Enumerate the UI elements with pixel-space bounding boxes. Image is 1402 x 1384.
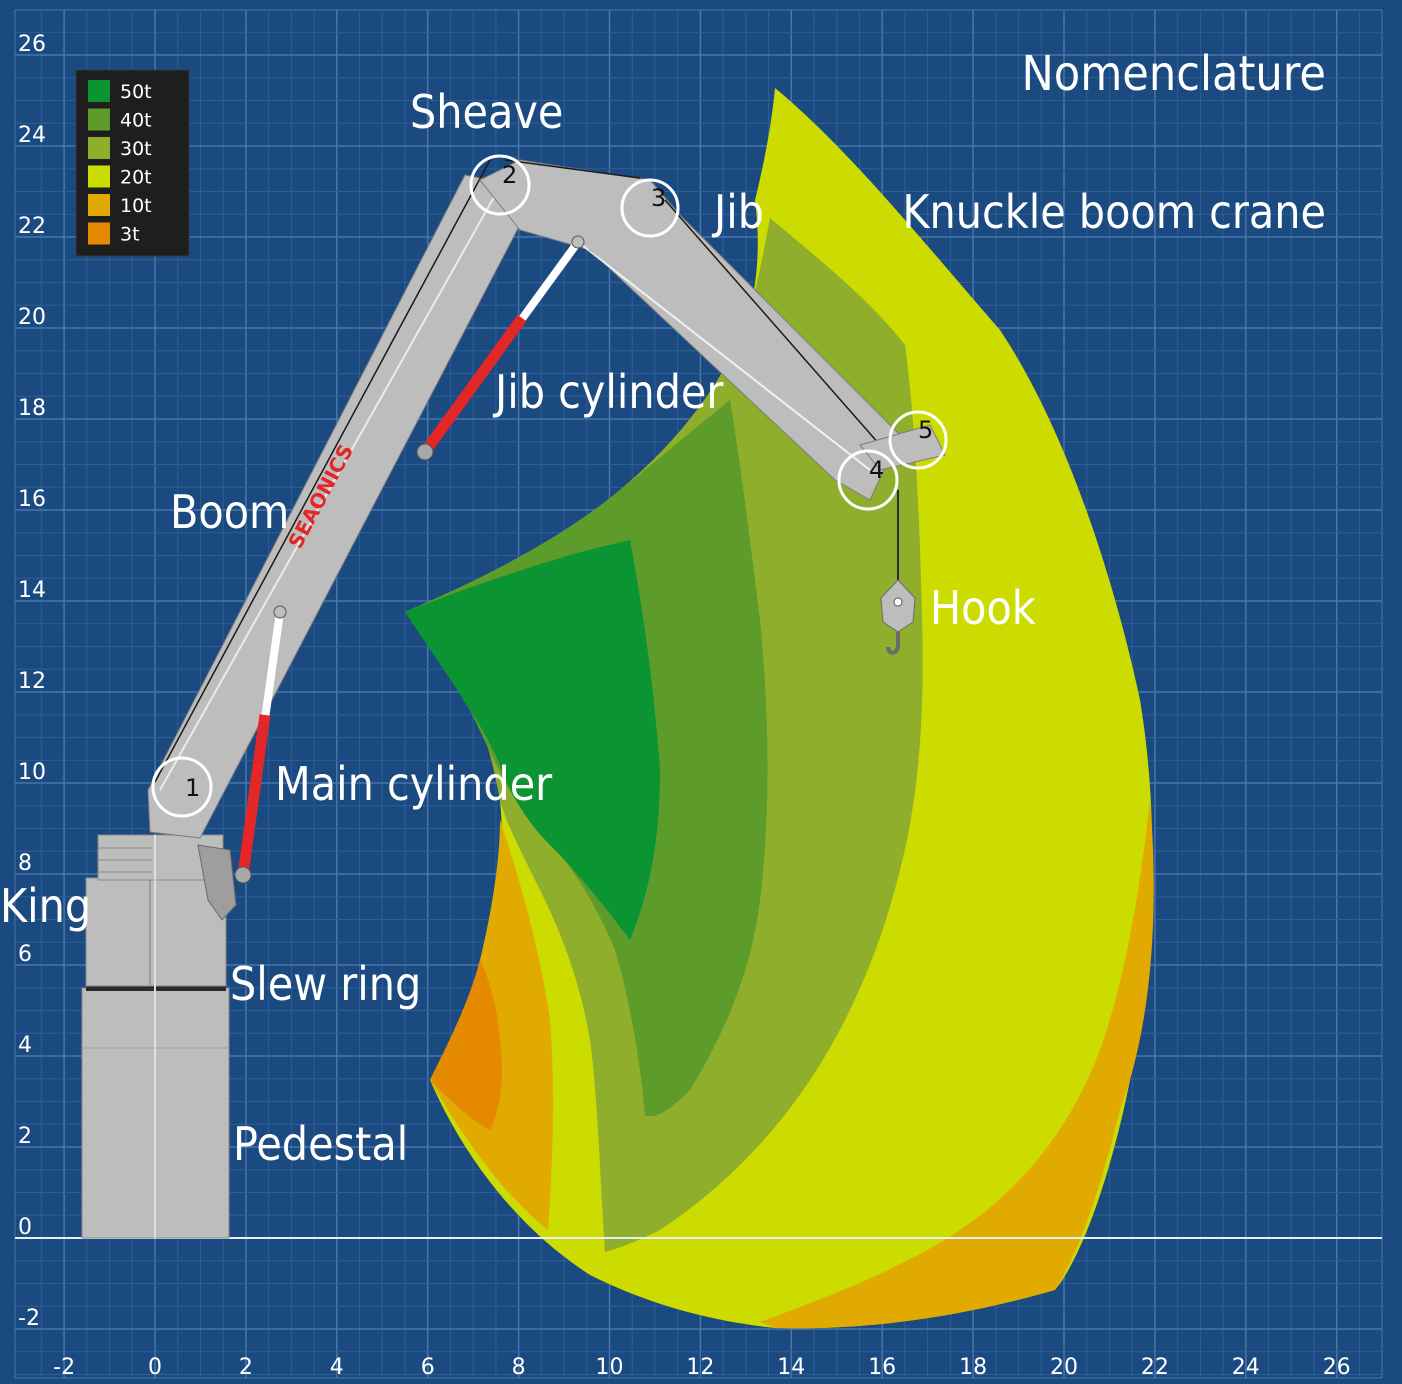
zone-3t-left (430, 960, 502, 1130)
svg-text:2: 2 (502, 161, 517, 189)
x-tick-label: 22 (1141, 1355, 1169, 1380)
x-tick-label: -2 (53, 1355, 75, 1380)
svg-text:3: 3 (651, 184, 666, 212)
y-tick-label: 4 (18, 1033, 32, 1058)
legend: 50t 40t 30t 20t 10t 3t (75, 69, 190, 257)
x-tick-label: 6 (421, 1355, 435, 1380)
legend-swatch (88, 80, 110, 102)
zone-50t (405, 540, 660, 940)
joint-2 (469, 154, 531, 216)
y-tick-label: 10 (18, 760, 46, 785)
label-jib: Jib (711, 185, 764, 239)
diagram-title: Nomenclature (1022, 46, 1327, 102)
legend-label: 3t (120, 224, 140, 246)
y-tick-label: 2 (18, 1124, 32, 1149)
legend-swatch (88, 137, 110, 159)
y-tick-label: 12 (18, 669, 46, 694)
capacity-zones (405, 88, 1154, 1329)
x-tick-label: 20 (1050, 1355, 1078, 1380)
legend-label: 40t (120, 110, 152, 132)
x-axis-ticks: -2 0 2 4 6 8 10 12 14 16 18 20 22 24 26 (53, 1355, 1351, 1380)
main-cylinder (234, 605, 287, 884)
x-tick-label: 26 (1323, 1355, 1351, 1380)
jib-extension (859, 424, 946, 471)
legend-swatch (88, 108, 110, 131)
y-tick-label: 24 (18, 123, 46, 148)
plot-frame (14, 9, 1383, 1379)
crane-base (81, 834, 237, 1239)
joint-5 (888, 410, 948, 470)
label-pedestal: Pedestal (233, 1117, 408, 1171)
label-sheave: Sheave (410, 85, 563, 139)
joint-4 (837, 449, 899, 511)
label-boom: Boom (170, 485, 289, 539)
joint-3 (620, 178, 680, 238)
hook-assembly (880, 490, 916, 655)
x-tick-label: 12 (686, 1355, 714, 1380)
svg-text:4: 4 (869, 456, 884, 484)
y-tick-label: 6 (18, 942, 32, 967)
label-king: King (0, 879, 91, 933)
jib-cylinder (416, 235, 585, 461)
svg-text:1: 1 (185, 774, 200, 802)
legend-label: 30t (120, 138, 152, 160)
label-main-cylinder: Main cylinder (275, 757, 553, 811)
x-tick-label: 24 (1232, 1355, 1260, 1380)
diagram-subtitle: Knuckle boom crane (902, 185, 1326, 239)
annotations: Nomenclature Knuckle boom crane Sheave J… (0, 46, 1326, 1171)
y-tick-label: 18 (18, 396, 46, 421)
svg-text:5: 5 (918, 416, 933, 444)
x-tick-label: 18 (959, 1355, 987, 1380)
y-tick-label: 22 (18, 214, 46, 239)
x-tick-label: 0 (148, 1355, 162, 1380)
joints: 1 2 3 4 5 (151, 154, 948, 818)
legend-label: 20t (120, 167, 152, 189)
legend-swatch (88, 194, 110, 216)
y-tick-label: 14 (18, 578, 46, 603)
jib (479, 159, 946, 501)
king-bracket (197, 844, 237, 921)
x-tick-label: 16 (868, 1355, 896, 1380)
x-tick-label: 10 (596, 1355, 624, 1380)
x-tick-label: 14 (777, 1355, 805, 1380)
legend-label: 50t (120, 81, 152, 103)
hook (886, 632, 900, 655)
y-tick-label: 26 (18, 32, 46, 57)
y-tick-label: 20 (18, 305, 46, 330)
x-tick-label: 8 (512, 1355, 526, 1380)
y-tick-label: 0 (18, 1215, 32, 1240)
x-tick-label: 4 (330, 1355, 344, 1380)
zone-10t-right (760, 800, 1154, 1329)
legend-label: 10t (120, 195, 152, 217)
y-tick-label: -2 (18, 1306, 40, 1331)
label-hook: Hook (930, 581, 1036, 635)
y-tick-label: 16 (18, 487, 46, 512)
label-jib-cylinder: Jib cylinder (492, 365, 724, 419)
y-tick-label: 8 (18, 851, 32, 876)
x-tick-label: 2 (239, 1355, 253, 1380)
label-slew-ring: Slew ring (230, 957, 421, 1011)
legend-swatch (88, 165, 110, 188)
legend-swatch (88, 222, 110, 245)
joint-1 (151, 756, 213, 818)
